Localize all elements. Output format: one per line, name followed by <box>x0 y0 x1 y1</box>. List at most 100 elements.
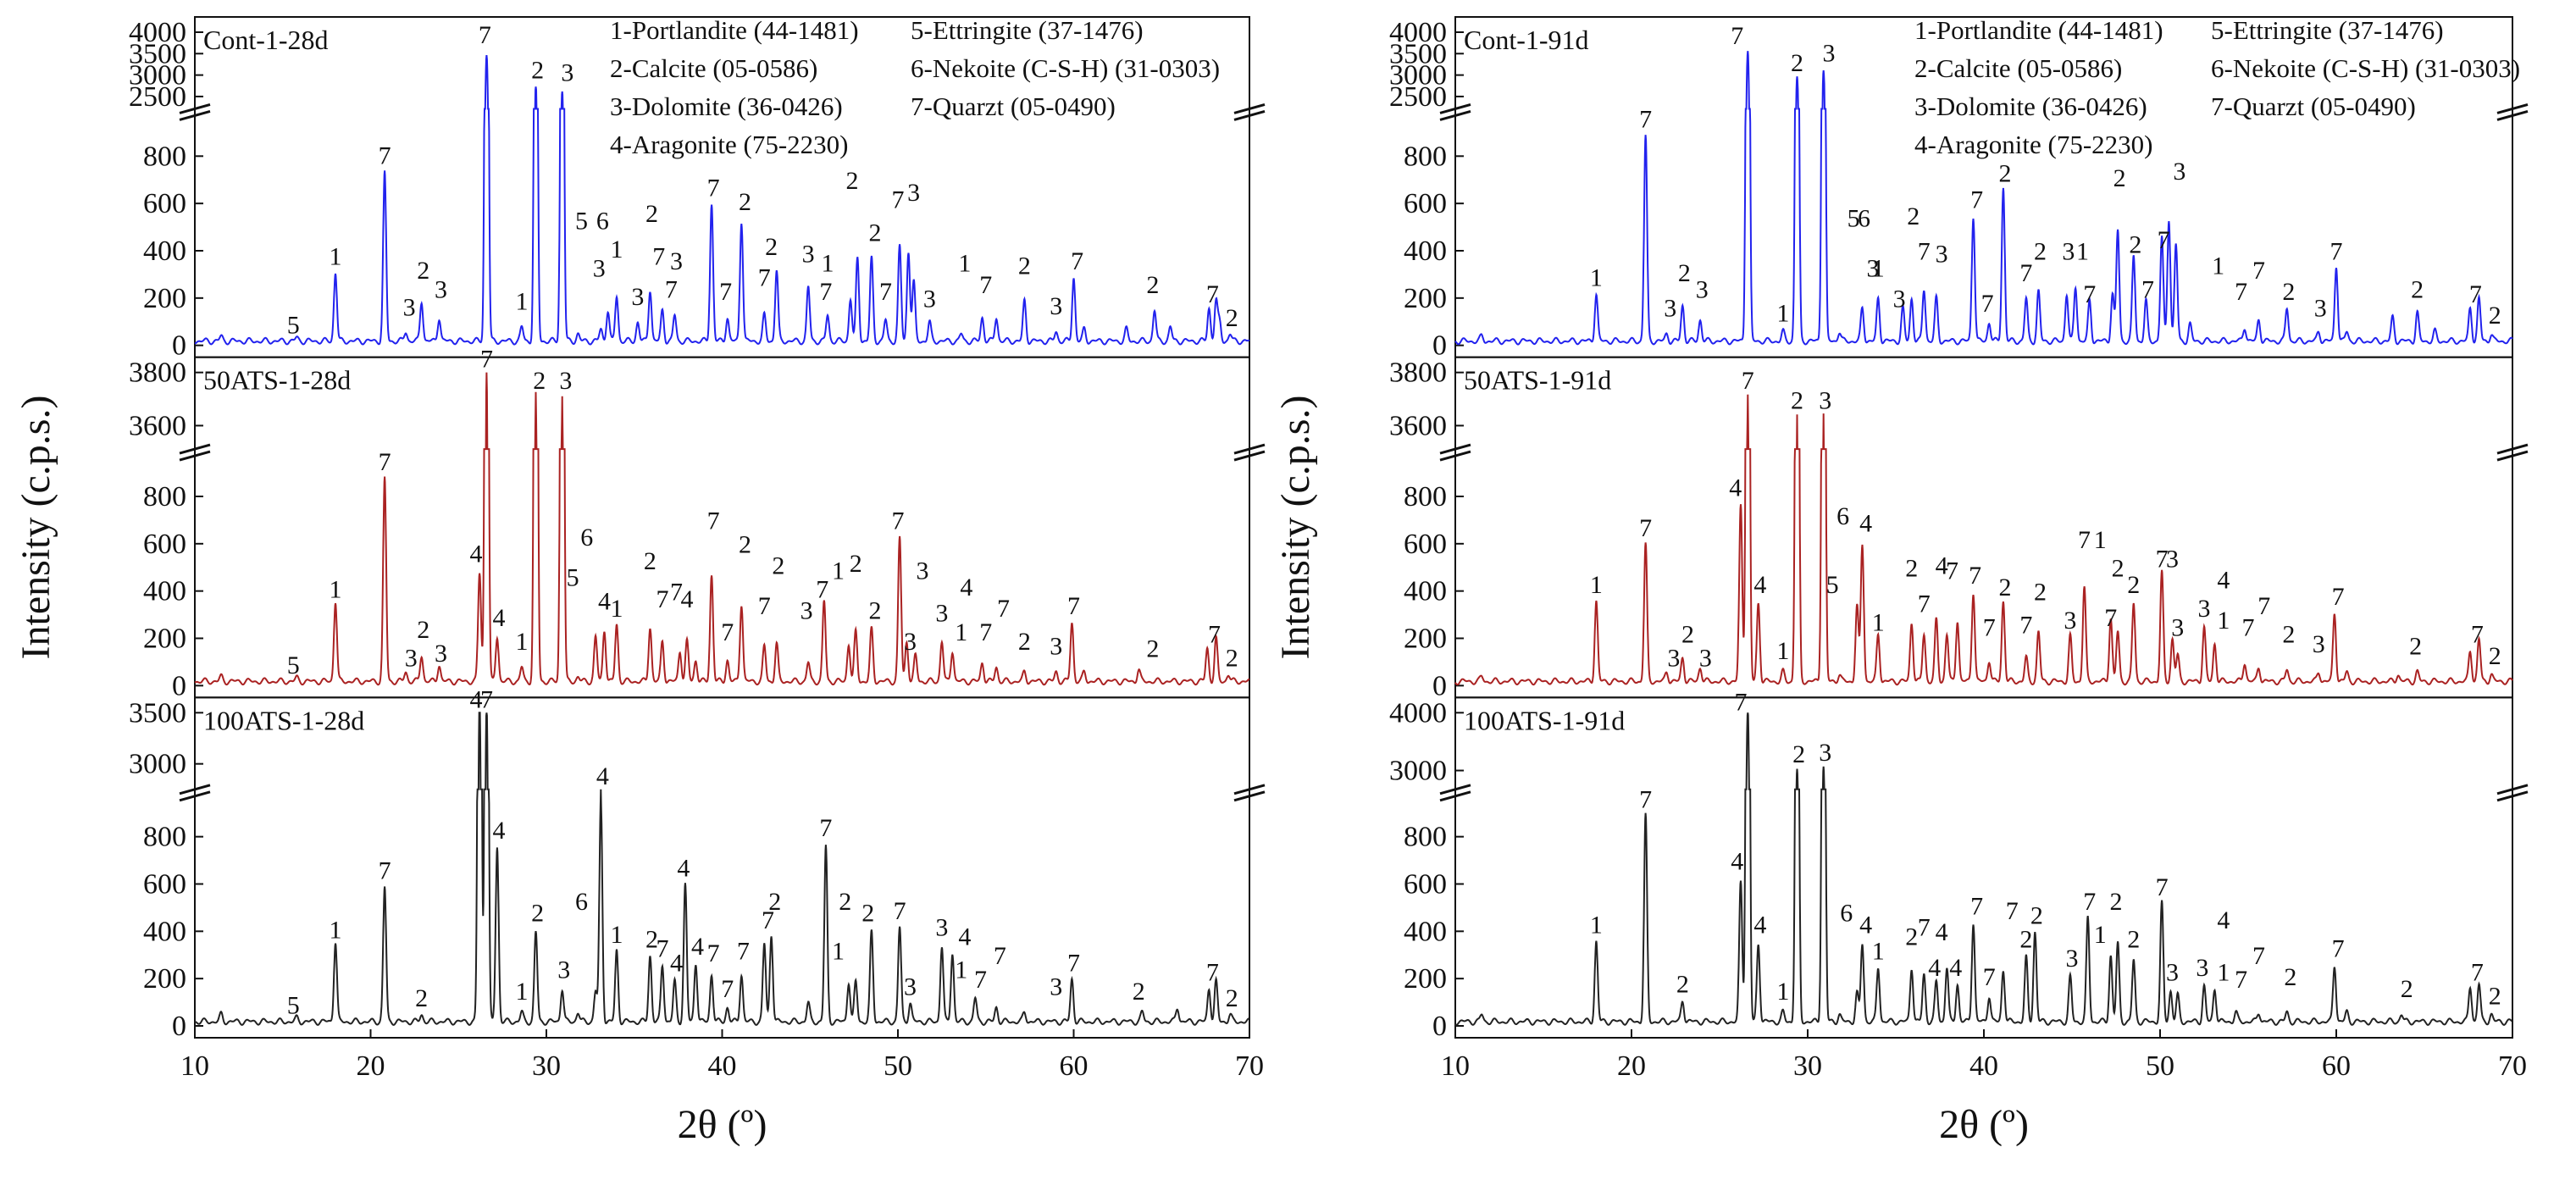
peak-label: 2 <box>1791 49 1803 77</box>
peak-label: 7 <box>1639 786 1652 814</box>
y-tick-label: 4000 <box>1389 17 1447 48</box>
peak-label: 1 <box>611 921 623 949</box>
phase-legend: 1-Portlandite (44-1481) 2-Calcite (05-058… <box>610 15 2520 159</box>
peak-label: 7 <box>979 271 992 299</box>
peak-label: 3 <box>1696 275 1709 303</box>
peak-label: 6 <box>1840 900 1853 928</box>
y-tick-label: 0 <box>1432 1011 1447 1042</box>
x-tick-label: 40 <box>708 1050 737 1082</box>
peak-label: 2 <box>645 925 658 953</box>
peak-label: 3 <box>631 283 644 311</box>
peak-label: 7 <box>2083 280 2096 308</box>
xrd-pattern-line <box>1454 51 2513 346</box>
peak-label: 7 <box>707 174 720 202</box>
peak-label: 3 <box>2166 545 2179 573</box>
x-axis-title: 2θ (º) <box>678 1102 767 1147</box>
peak-label: 2 <box>2401 975 2413 1003</box>
x-tick-label: 10 <box>1441 1050 1470 1082</box>
xrd-pattern-line <box>194 712 1250 1026</box>
xrd-pattern-line <box>194 54 1250 346</box>
peak-label: 7 <box>707 939 720 967</box>
peak-label: 4 <box>677 855 690 883</box>
peak-label: 3 <box>907 179 920 207</box>
y-tick-label: 800 <box>143 822 186 853</box>
peak-label: 1 <box>832 937 845 965</box>
peak-label: 2 <box>2127 925 2140 953</box>
peak-label: 2 <box>1998 160 2011 188</box>
legend-entry: 6-Nekoite (C-S-H) (31-0303) <box>911 53 1220 83</box>
peak-label: 4 <box>470 685 483 713</box>
peak-label: 7 <box>1983 963 1996 991</box>
y-tick-label: 3500 <box>129 38 186 69</box>
peak-label: 3 <box>2166 959 2179 987</box>
peak-label: 1 <box>1590 263 1603 291</box>
peak-label: 2 <box>1146 635 1159 662</box>
y-tick-label: 3800 <box>1389 357 1447 389</box>
peak-label: 2 <box>2284 963 2296 991</box>
peak-label: 2 <box>2030 902 2043 930</box>
peak-label: 7 <box>2083 888 2096 916</box>
x-tick-label: 20 <box>357 1050 385 1082</box>
panel-title: Cont-1-91d <box>1464 25 1589 55</box>
x-tick-label: 50 <box>2146 1050 2174 1082</box>
peak-label: 7 <box>737 937 750 965</box>
peak-label: 7 <box>819 814 832 842</box>
peak-label: 1 <box>1776 637 1789 665</box>
y-tick-label: 600 <box>1404 868 1447 900</box>
peak-label: 3 <box>670 247 683 275</box>
peak-label: 7 <box>2156 545 2169 573</box>
axis-break-mark <box>1439 110 1471 121</box>
peak-label: 7 <box>379 448 391 476</box>
peak-label: 7 <box>819 278 832 306</box>
peak-label: 3 <box>593 254 606 282</box>
y-tick-label: 3800 <box>129 357 186 389</box>
peak-label: 2 <box>533 367 546 395</box>
axis-break-mark <box>179 443 211 455</box>
peak-label: 3 <box>904 973 917 1000</box>
peak-label: 7 <box>2078 526 2091 554</box>
peak-label: 2 <box>2489 642 2501 670</box>
peak-label: 1 <box>330 242 342 270</box>
y-tick-label: 400 <box>1404 576 1447 607</box>
x-tick-label: 30 <box>532 1050 561 1082</box>
y-tick-label: 3600 <box>129 410 186 441</box>
peak-label: 3 <box>1050 973 1062 1000</box>
panel-title: 100ATS-1-91d <box>1464 705 1625 735</box>
peak-label: 3 <box>561 58 573 86</box>
peak-label: 2 <box>2112 554 2125 582</box>
peak-label: 7 <box>974 966 987 994</box>
peak-label: 4 <box>492 817 505 845</box>
peak-label: 7 <box>2332 583 2345 611</box>
axis-break-mark <box>1233 443 1266 455</box>
y-tick-label: 600 <box>143 529 186 560</box>
peak-label: 1 <box>2212 252 2224 280</box>
peak-label: 2 <box>772 552 784 580</box>
peak-label: 1 <box>2094 526 2107 554</box>
peak-label: 3 <box>2313 630 2325 658</box>
peak-label: 7 <box>665 275 678 303</box>
peak-label: 7 <box>1071 247 1083 275</box>
peak-label: 4 <box>1949 954 1962 982</box>
y-tick-label: 3000 <box>129 60 186 91</box>
peak-label: 7 <box>652 242 665 270</box>
peak-label: 7 <box>2252 257 2265 285</box>
peak-label: 4 <box>691 933 704 961</box>
peak-label: 4 <box>1928 954 1941 982</box>
y-tick-label: 600 <box>1404 529 1447 560</box>
peak-label: 2 <box>739 531 751 559</box>
peak-label: 1 <box>330 916 342 944</box>
peak-label: 3 <box>2196 954 2208 982</box>
y-tick-label: 200 <box>143 283 186 314</box>
peak-label: 3 <box>2062 238 2075 266</box>
peak-label: 2 <box>1678 259 1691 287</box>
peak-label: 4 <box>1859 509 1872 537</box>
axis-break-mark <box>1439 450 1471 462</box>
peak-label: 4 <box>2217 566 2230 594</box>
peak-label: 7 <box>2332 935 2345 963</box>
peak-label: 7 <box>2158 226 2170 254</box>
x-tick-label: 50 <box>884 1050 912 1082</box>
xrd-pattern-line <box>194 372 1250 686</box>
peak-label: 7 <box>1206 280 1219 308</box>
peak-label: 3 <box>935 913 948 941</box>
peak-label: 7 <box>670 578 683 606</box>
